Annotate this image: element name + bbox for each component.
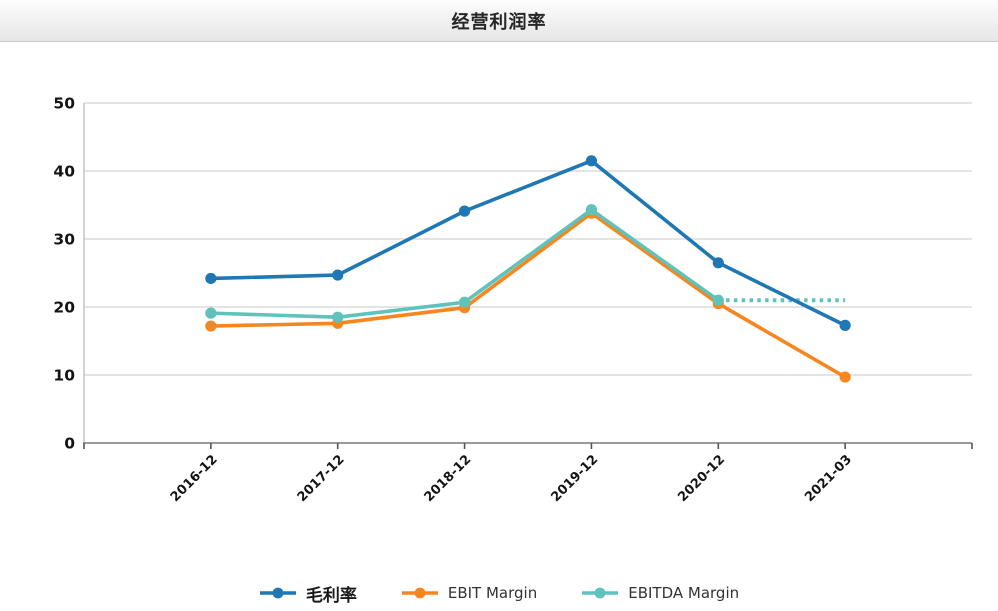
y-axis-tick-label: 20 [53,299,75,317]
y-axis-tick-label: 30 [53,231,75,249]
line-chart: 0 10 20 30 40 50 2016-12 2017-12 2018-12 2019-12 2… [53,95,973,505]
legend-item[interactable]: EBITDA Margin [581,584,739,602]
legend-label: EBIT Margin [447,584,538,602]
data-point [205,272,217,285]
data-point [712,257,724,269]
chart-title: 经营利润率 [451,11,547,33]
legend-label: EBITDA Margin [628,584,740,602]
chart-area: 0 10 20 30 40 50 2016-12 2017-12 2018-12 2019-12 2… [0,42,998,577]
y-axis-tick-label: 40 [53,163,75,181]
data-point [332,269,344,281]
legend-item[interactable]: EBIT Margin [401,584,537,602]
x-axis-tick-label: 2021-03 [802,452,855,505]
y-axis-tick-label: 10 [53,367,75,385]
x-axis-tick-label: 2017-12 [295,452,348,505]
series-line [209,159,847,328]
data-point [205,307,217,319]
y-axis-tick-label: 0 [64,435,75,453]
legend-marker [259,587,296,599]
chart-legend: 毛利率 EBIT Margin EBITDA Margin [0,577,998,609]
x-axis-tick-label: 2020-12 [675,452,728,505]
data-point [458,296,471,308]
data-point [332,311,344,323]
data-point [585,204,598,216]
legend-marker [401,587,438,599]
data-point [839,319,851,331]
panel-header: 经营利润率 [0,0,998,42]
series-line [209,211,847,379]
data-point [712,294,724,306]
data-point [205,320,217,332]
data-point [839,371,851,383]
y-axis-tick-label: 50 [53,95,75,113]
x-axis-tick-label: 2019-12 [548,452,601,505]
data-point [458,205,471,217]
data-point [585,155,598,167]
legend-item[interactable]: 毛利率 [259,581,357,606]
legend-label: 毛利率 [305,585,357,606]
x-axis-tick-label: 2018-12 [422,452,475,505]
x-axis-tick-label: 2016-12 [168,452,221,505]
legend-marker [582,587,619,599]
